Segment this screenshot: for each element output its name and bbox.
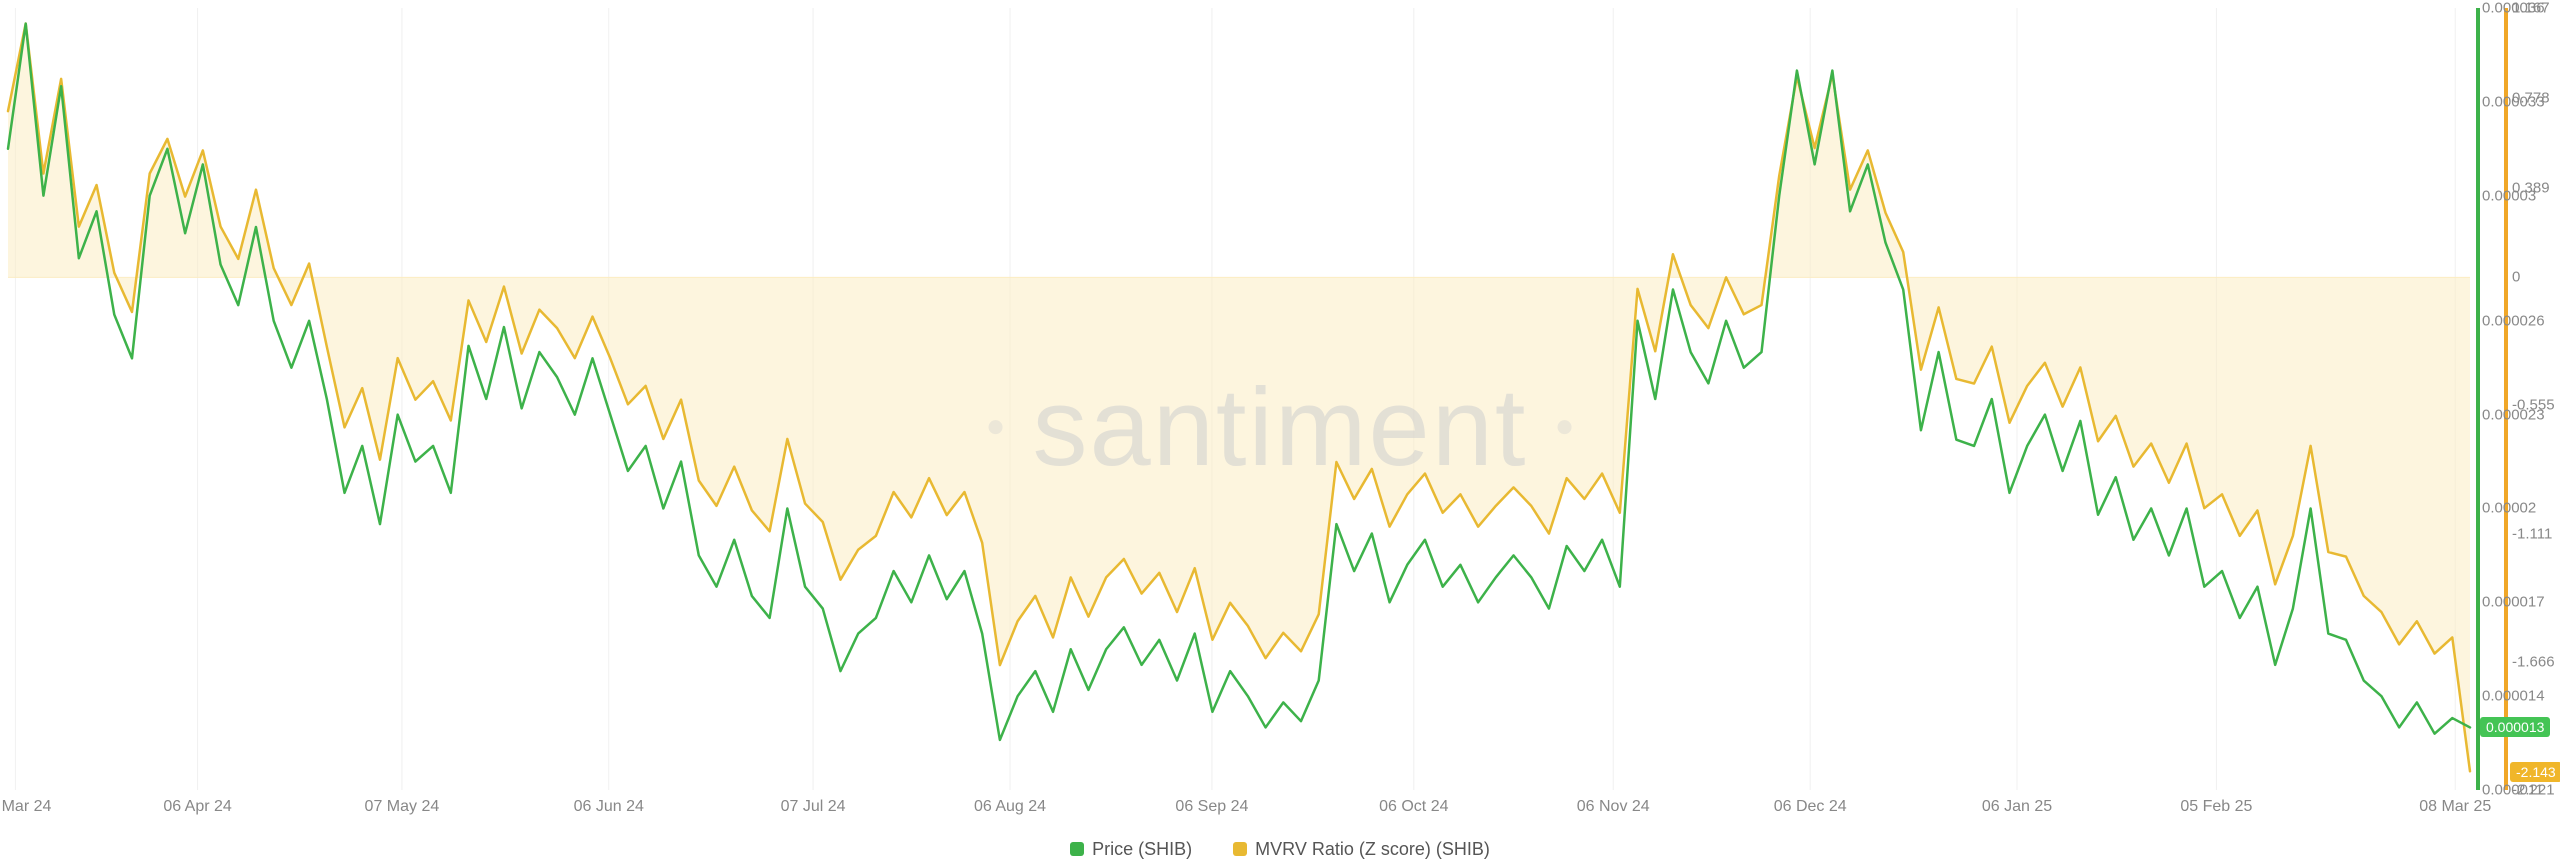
x-tick-label: 06 Nov 24	[1577, 798, 1650, 816]
y-mvrv-tick: -2.221	[2512, 782, 2555, 799]
x-tick-label: 06 Jan 25	[1982, 798, 2052, 816]
x-tick-label: 08 Mar 25	[2419, 798, 2491, 816]
x-tick-label: 06 Sep 24	[1175, 798, 1248, 816]
y-price-tick: 0.000017	[2482, 594, 2545, 611]
x-tick-label: 06 Aug 24	[974, 798, 1046, 816]
chart-plot[interactable]	[0, 0, 2560, 830]
x-tick-label: 07 Mar 24	[0, 798, 51, 816]
chart-legend: Price (SHIB) MVRV Ratio (Z score) (SHIB)	[0, 839, 2560, 862]
x-tick-label: 07 May 24	[365, 798, 440, 816]
y-price-tick: 0.000014	[2482, 688, 2545, 705]
price-current-value: 0.000013	[2486, 719, 2544, 735]
price-current-badge: 0.000013	[2480, 717, 2550, 737]
y-mvrv-tick: 1.167	[2512, 0, 2550, 17]
y-mvrv-tick: 0	[2512, 269, 2520, 286]
chart-container: santiment 0.0000360.0000330.000030.00002…	[0, 0, 2560, 867]
y-mvrv-tick: -1.666	[2512, 653, 2555, 670]
legend-item-price[interactable]: Price (SHIB)	[1070, 839, 1192, 860]
legend-item-mvrv[interactable]: MVRV Ratio (Z score) (SHIB)	[1233, 839, 1490, 860]
legend-label-mvrv: MVRV Ratio (Z score) (SHIB)	[1255, 839, 1490, 860]
legend-swatch-price	[1070, 842, 1084, 856]
x-tick-label: 06 Dec 24	[1774, 798, 1847, 816]
y-price-tick: 0.000026	[2482, 312, 2545, 329]
x-tick-label: 06 Apr 24	[163, 798, 232, 816]
y-mvrv-tick: 0.389	[2512, 179, 2550, 196]
legend-label-price: Price (SHIB)	[1092, 839, 1192, 860]
mvrv-current-value: -2.143	[2516, 764, 2556, 780]
x-axis-labels: 07 Mar 24 06 Apr 24 07 May 24 06 Jun 24 07 J…	[0, 798, 2470, 822]
x-tick-label: 07 Jul 24	[781, 798, 846, 816]
mvrv-axis-bar	[2504, 8, 2508, 790]
mvrv-current-badge: -2.143	[2510, 762, 2560, 782]
x-tick-label: 06 Oct 24	[1379, 798, 1448, 816]
legend-swatch-mvrv	[1233, 842, 1247, 856]
x-tick-label: 05 Feb 25	[2180, 798, 2252, 816]
y-mvrv-tick: -1.111	[2512, 525, 2552, 542]
y-mvrv-tick: 0.778	[2512, 89, 2550, 106]
x-tick-label: 06 Jun 24	[574, 798, 644, 816]
y-price-tick: 0.00002	[2482, 500, 2536, 517]
y-mvrv-tick: -0.555	[2512, 397, 2555, 414]
price-axis-bar	[2476, 8, 2480, 790]
